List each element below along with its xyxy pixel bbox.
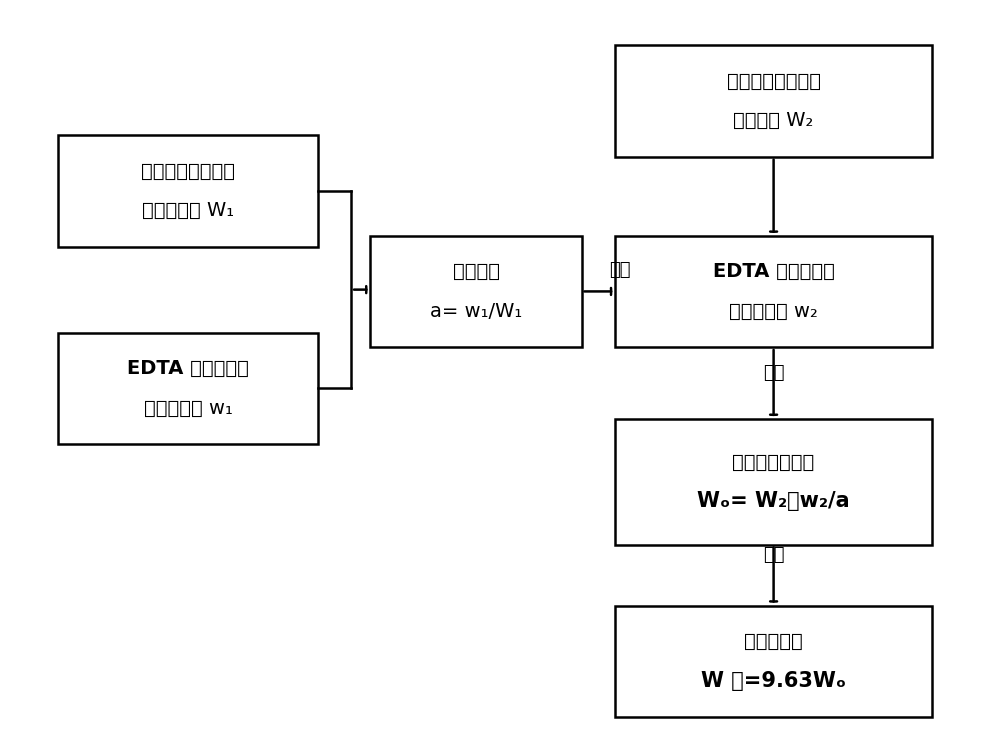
Text: EDTA 滴定法测定: EDTA 滴定法测定 (713, 262, 835, 281)
Text: 估算: 估算 (763, 546, 784, 564)
Bar (615, 236, 932, 347)
Bar (615, 606, 932, 717)
Text: Wₒ= W₂－w₂/a: Wₒ= W₂－w₂/a (697, 491, 850, 512)
Text: 粗钓钓含量 w₂: 粗钓钓含量 w₂ (729, 301, 818, 321)
Text: 电钓钓含量 w₁: 电钓钓含量 w₁ (144, 399, 232, 417)
Bar (370, 236, 582, 347)
Text: W 渣=9.63Wₒ: W 渣=9.63Wₒ (701, 671, 846, 691)
Text: 粗钓非金属含量: 粗钓非金属含量 (732, 453, 815, 471)
Text: 直读光谱仪测定电: 直读光谱仪测定电 (141, 162, 235, 181)
Bar (58, 333, 318, 444)
Text: 过滤系数: 过滤系数 (452, 262, 500, 281)
Text: 修正: 修正 (609, 261, 631, 279)
Text: EDTA 滴定法测定: EDTA 滴定法测定 (127, 359, 249, 378)
Text: 计算: 计算 (763, 364, 784, 381)
Text: 钓钓含量 W₂: 钓钓含量 W₂ (733, 111, 814, 130)
Bar (58, 135, 318, 247)
Bar (615, 46, 932, 157)
Text: a= w₁/W₁: a= w₁/W₁ (430, 301, 522, 321)
Bar (615, 419, 932, 545)
Text: 解钓钓含量 W₁: 解钓钓含量 W₁ (142, 201, 234, 220)
Text: 粗钓钓含渣: 粗钓钓含渣 (744, 632, 803, 651)
Text: 直读光谱仪测定粗: 直读光谱仪测定粗 (727, 72, 821, 91)
